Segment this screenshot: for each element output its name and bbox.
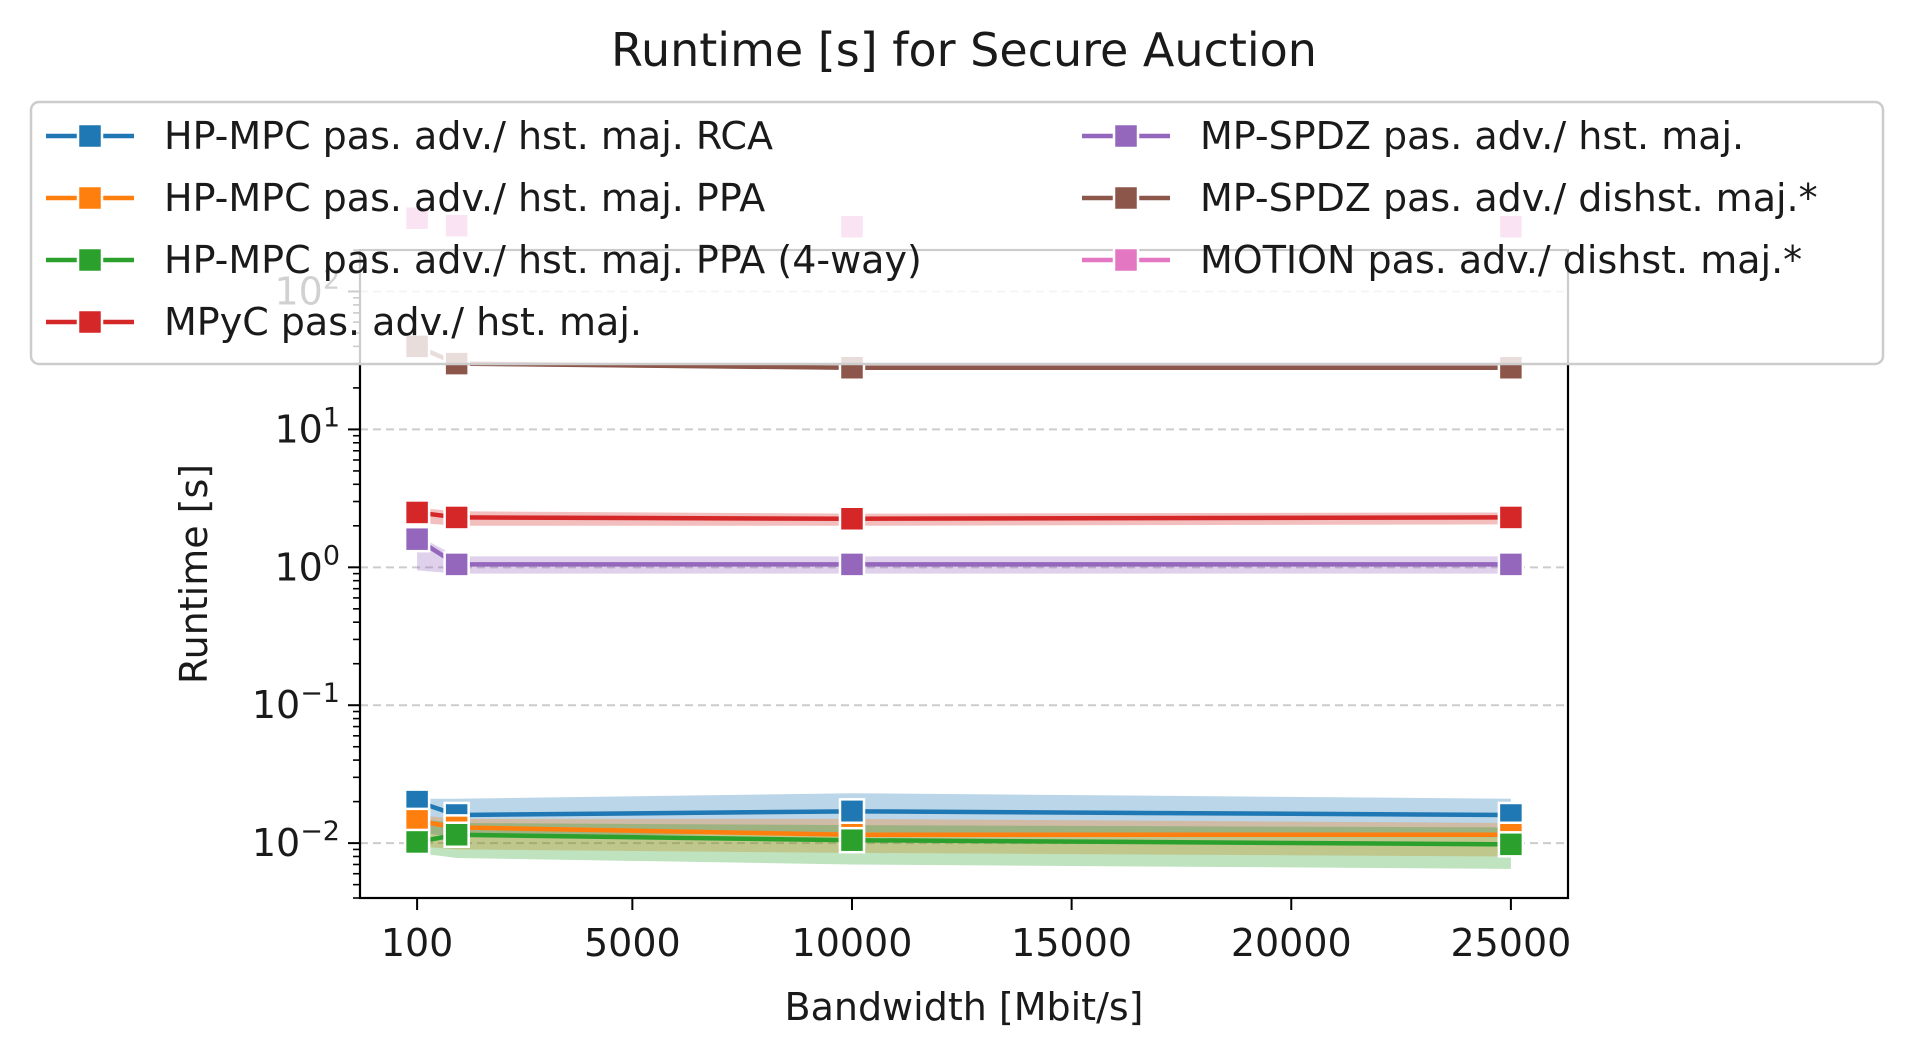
data-point <box>838 798 866 825</box>
x-tick-label: 25000 <box>1450 921 1571 965</box>
legend-item: HP-MPC pas. adv./ hst. maj. PPA <box>46 176 765 220</box>
data-point <box>443 504 470 531</box>
series-line <box>416 510 1511 522</box>
series-lines <box>415 344 1511 847</box>
legend-label: MOTION pas. adv./ dishst. maj.* <box>1200 238 1802 282</box>
legend-label: HP-MPC pas. adv./ hst. maj. RCA <box>164 114 773 158</box>
x-tick-label: 15000 <box>1011 921 1132 965</box>
data-point <box>403 828 431 856</box>
data-point <box>1497 551 1525 578</box>
legend-marker <box>76 308 104 336</box>
y-axis-title: Runtime [s] <box>172 464 216 684</box>
confidence-band <box>417 793 1511 838</box>
legend-marker <box>1112 246 1140 274</box>
legend-label: HP-MPC pas. adv./ hst. maj. PPA <box>164 176 765 220</box>
data-point <box>403 525 431 553</box>
series-line <box>416 818 1511 838</box>
legend-label: MP-SPDZ pas. adv./ dishst. maj.* <box>1200 176 1818 220</box>
legend-item: MP-SPDZ pas. adv./ hst. maj. <box>1082 114 1744 158</box>
chart-title: Runtime [s] for Secure Auction <box>611 23 1317 77</box>
y-tick-label: 100 <box>274 540 340 589</box>
data-point <box>838 826 866 854</box>
legend-marker <box>76 246 104 274</box>
legend-marker <box>1112 122 1140 150</box>
data-point <box>443 551 470 578</box>
y-tick-label: 101 <box>274 402 340 451</box>
confidence-band <box>417 535 1511 574</box>
data-point <box>403 499 431 526</box>
legend-item: MOTION pas. adv./ dishst. maj.* <box>1082 238 1802 282</box>
x-tick-label: 10000 <box>792 921 913 965</box>
legend-item: MPyC pas. adv./ hst. maj. <box>46 300 642 344</box>
legend-marker <box>1112 184 1140 212</box>
legend-item: HP-MPC pas. adv./ hst. maj. RCA <box>46 114 773 158</box>
legend: HP-MPC pas. adv./ hst. maj. RCA HP-MPC pa… <box>29 100 1885 366</box>
legend-frame <box>29 100 1885 366</box>
y-tick-label: 10−2 <box>252 816 340 865</box>
series-line <box>416 799 1511 818</box>
x-tick-label: 20000 <box>1231 921 1352 965</box>
legend-item: MP-SPDZ pas. adv./ dishst. maj.* <box>1082 176 1818 220</box>
x-tick-label: 100 <box>381 921 454 965</box>
legend-marker <box>76 184 104 212</box>
x-axis-title: Bandwidth [Mbit/s] <box>785 985 1144 1029</box>
data-point <box>838 505 866 533</box>
data-point <box>1497 504 1525 531</box>
x-axis-ticks: 100 5000 10000 15000 20000 25000 <box>381 898 1571 965</box>
series-line <box>416 832 1511 847</box>
x-tick-label: 5000 <box>584 921 681 965</box>
series-line <box>415 537 1511 567</box>
data-point <box>838 551 866 578</box>
legend-item: HP-MPC pas. adv./ hst. maj. PPA (4-way) <box>46 238 922 282</box>
legend-marker <box>76 122 104 150</box>
data-point <box>1497 831 1525 858</box>
legend-label: MPyC pas. adv./ hst. maj. <box>164 300 642 344</box>
legend-label: HP-MPC pas. adv./ hst. maj. PPA (4-way) <box>164 238 922 282</box>
y-tick-label: 10−1 <box>252 678 340 727</box>
legend-label: MP-SPDZ pas. adv./ hst. maj. <box>1200 114 1744 158</box>
data-point <box>443 821 470 849</box>
